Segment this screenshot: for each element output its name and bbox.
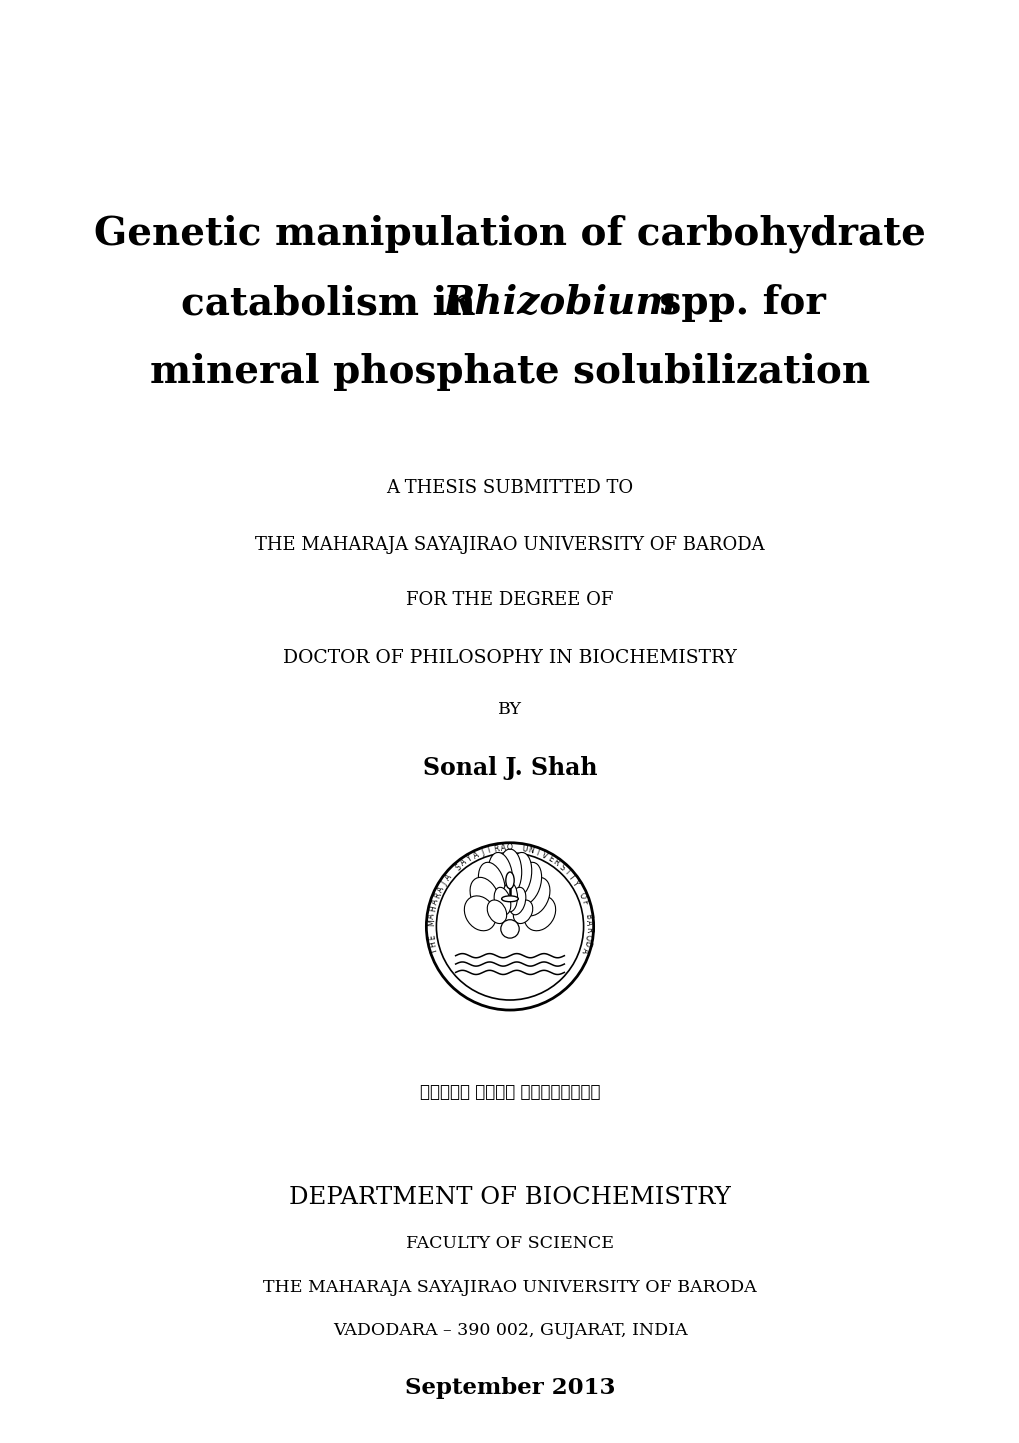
Text: M: M: [426, 919, 436, 926]
Text: A: A: [435, 885, 445, 893]
Text: H: H: [428, 939, 438, 948]
Text: J: J: [479, 848, 484, 857]
Text: FOR THE DEGREE OF: FOR THE DEGREE OF: [406, 592, 613, 609]
Text: I: I: [486, 846, 491, 856]
Text: THE MAHARAJA SAYAJIRAO UNIVERSITY OF BARODA: THE MAHARAJA SAYAJIRAO UNIVERSITY OF BAR…: [263, 1278, 756, 1296]
Ellipse shape: [500, 919, 519, 938]
Text: VADODARA – 390 002, GUJARAT, INDIA: VADODARA – 390 002, GUJARAT, INDIA: [332, 1322, 687, 1339]
Text: N: N: [527, 846, 534, 856]
Text: U: U: [520, 844, 527, 854]
Ellipse shape: [520, 877, 549, 916]
Text: Rhizobium: Rhizobium: [443, 284, 678, 322]
Text: FACULTY OF SCIENCE: FACULTY OF SCIENCE: [406, 1235, 613, 1253]
Ellipse shape: [502, 883, 517, 912]
Ellipse shape: [493, 887, 511, 915]
Text: Sonal J. Shah: Sonal J. Shah: [422, 756, 597, 779]
Text: E: E: [427, 934, 436, 939]
Ellipse shape: [515, 863, 541, 905]
Text: T: T: [566, 873, 576, 882]
Ellipse shape: [508, 887, 526, 915]
Text: A: A: [471, 850, 480, 861]
Text: September 2013: September 2013: [405, 1377, 614, 1400]
Text: D: D: [581, 939, 591, 948]
Ellipse shape: [487, 900, 506, 924]
Text: THE MAHARAJA SAYAJIRAO UNIVERSITY OF BARODA: THE MAHARAJA SAYAJIRAO UNIVERSITY OF BAR…: [255, 537, 764, 554]
Text: H: H: [428, 905, 438, 913]
Text: DEPARTMENT OF BIOCHEMISTRY: DEPARTMENT OF BIOCHEMISTRY: [288, 1186, 731, 1209]
Text: V: V: [539, 850, 548, 861]
Text: mineral phosphate solubilization: mineral phosphate solubilization: [150, 354, 869, 391]
Text: B: B: [583, 913, 592, 919]
Text: T: T: [430, 947, 440, 954]
Text: F: F: [579, 899, 589, 906]
Text: Genetic manipulation of carbohydrate: Genetic manipulation of carbohydrate: [94, 215, 925, 253]
Text: A: A: [430, 898, 440, 906]
Text: O: O: [577, 890, 587, 900]
Text: A: A: [427, 912, 436, 919]
Text: BY: BY: [497, 701, 522, 719]
Text: A: A: [459, 857, 468, 869]
Text: A THESIS SUBMITTED TO: A THESIS SUBMITTED TO: [386, 479, 633, 496]
Ellipse shape: [501, 896, 518, 902]
Text: Y: Y: [465, 854, 474, 864]
Text: S: S: [556, 863, 566, 872]
Ellipse shape: [513, 900, 532, 924]
Ellipse shape: [498, 848, 521, 895]
Text: E: E: [545, 854, 554, 864]
Ellipse shape: [505, 872, 514, 889]
Ellipse shape: [488, 853, 513, 898]
Text: O: O: [506, 843, 513, 853]
Ellipse shape: [464, 896, 495, 931]
Ellipse shape: [478, 863, 504, 905]
Text: Y: Y: [570, 879, 580, 887]
Text: A: A: [583, 921, 593, 926]
Text: I: I: [562, 869, 571, 876]
Text: I: I: [535, 848, 540, 857]
Text: A: A: [443, 873, 453, 882]
Text: J: J: [439, 880, 448, 886]
Ellipse shape: [506, 853, 531, 898]
Text: catabolism in: catabolism in: [180, 284, 488, 322]
Text: R: R: [583, 926, 593, 932]
Text: spp. for: spp. for: [645, 284, 824, 322]
Text: A: A: [579, 947, 589, 955]
Text: R: R: [492, 844, 499, 854]
Text: R: R: [551, 857, 560, 869]
Text: A: A: [499, 843, 505, 853]
Ellipse shape: [470, 877, 499, 916]
Ellipse shape: [524, 896, 555, 931]
Text: DOCTOR OF PHILOSOPHY IN BIOCHEMISTRY: DOCTOR OF PHILOSOPHY IN BIOCHEMISTRY: [283, 649, 736, 667]
Text: R: R: [432, 892, 442, 900]
Text: S: S: [453, 863, 463, 872]
Text: सत्यं शिवं सुन्दरम्: सत्यं शिवं सुन्दरम्: [420, 1084, 599, 1101]
Text: O: O: [583, 934, 592, 941]
